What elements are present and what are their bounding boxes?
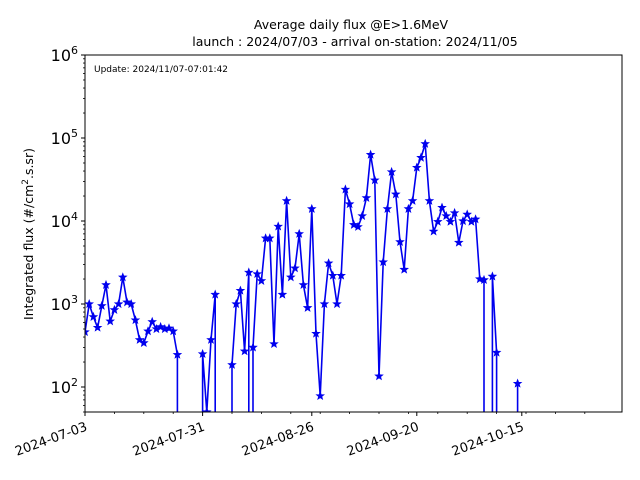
y-tick-label: 103 <box>51 293 78 314</box>
data-point <box>344 199 355 209</box>
y-tick-label: 102 <box>51 376 78 397</box>
data-point <box>403 203 414 213</box>
data-point <box>88 311 99 321</box>
data-point <box>428 226 439 236</box>
data-point <box>256 275 267 285</box>
data-point <box>336 270 346 280</box>
data-point <box>139 337 149 347</box>
data-point <box>332 298 342 309</box>
data-point <box>126 298 136 309</box>
data-point <box>130 315 141 325</box>
data-point <box>172 349 183 359</box>
data-point <box>449 207 460 218</box>
update-annotation: Update: 2024/11/07-07:01:42 <box>94 65 228 75</box>
data-point <box>231 298 241 309</box>
data-point <box>462 209 472 219</box>
data-point <box>454 237 464 247</box>
data-point <box>101 279 111 289</box>
series-line <box>201 293 216 412</box>
data-point <box>395 236 405 246</box>
data-point <box>277 289 288 299</box>
data-point <box>441 210 451 221</box>
data-point <box>307 203 317 213</box>
data-point <box>374 371 384 381</box>
data-point <box>265 233 275 243</box>
data-point <box>433 216 443 226</box>
data-point <box>328 270 338 280</box>
chart-title-line1: Average daily flux @E>1.6MeV <box>254 17 449 32</box>
data-point <box>85 326 90 337</box>
y-axis-label: Integrated flux (#/cm2.s.sr) <box>21 148 36 320</box>
data-point <box>239 346 250 356</box>
data-point <box>97 300 107 310</box>
data-point <box>281 195 292 205</box>
data-point <box>378 257 388 267</box>
data-point <box>470 214 481 224</box>
series-line <box>491 275 498 412</box>
y-tick-label: 106 <box>51 44 78 65</box>
data-point <box>109 304 120 314</box>
data-point <box>118 272 128 282</box>
data-point <box>143 326 153 336</box>
data-point <box>269 338 279 349</box>
data-point <box>479 274 489 285</box>
data-point <box>92 322 103 332</box>
y-tick-label: 104 <box>51 210 78 231</box>
data-point <box>340 184 351 194</box>
data-point <box>155 321 166 331</box>
data-point <box>113 298 124 309</box>
data-point <box>302 302 313 312</box>
data-point <box>382 203 393 213</box>
chart-title-line2: launch : 2024/07/03 - arrival on-station… <box>192 34 517 49</box>
data-point <box>294 228 304 238</box>
data-point <box>210 289 220 299</box>
data-point <box>122 297 132 307</box>
data-point <box>202 406 212 412</box>
data-point <box>365 149 376 159</box>
data-point <box>357 210 367 221</box>
y-axis: 102 103 104 105 106 <box>51 44 85 413</box>
data-point <box>412 162 422 172</box>
data-point <box>399 264 409 274</box>
data-point <box>349 219 359 229</box>
data-point <box>105 316 115 326</box>
data-point <box>319 298 330 309</box>
data-point <box>370 175 380 185</box>
series-layer <box>85 138 523 412</box>
data-point <box>168 326 178 336</box>
data-point <box>298 279 309 289</box>
y-tick-label: 105 <box>51 127 78 148</box>
data-point <box>407 195 418 205</box>
data-point <box>248 342 258 352</box>
data-point <box>458 215 468 226</box>
data-point <box>487 271 498 281</box>
data-point <box>273 221 283 231</box>
data-point <box>391 189 401 199</box>
data-point <box>361 192 372 202</box>
data-point <box>437 202 447 212</box>
data-point <box>420 138 430 148</box>
data-point <box>85 298 94 309</box>
data-point <box>311 328 321 338</box>
data-point <box>445 216 456 226</box>
data-point <box>290 263 300 273</box>
data-point <box>235 285 246 295</box>
data-point <box>386 166 397 177</box>
data-point <box>315 390 325 401</box>
data-point <box>197 348 208 359</box>
data-point <box>416 152 426 162</box>
data-point <box>491 347 502 357</box>
data-point <box>424 195 435 205</box>
data-point <box>252 268 262 279</box>
data-point <box>323 258 334 268</box>
data-point <box>353 221 363 231</box>
data-point <box>286 272 296 282</box>
data-point <box>206 334 216 344</box>
data-point <box>147 316 157 326</box>
data-point <box>512 378 523 388</box>
data-point <box>227 359 237 369</box>
data-point <box>244 267 254 277</box>
